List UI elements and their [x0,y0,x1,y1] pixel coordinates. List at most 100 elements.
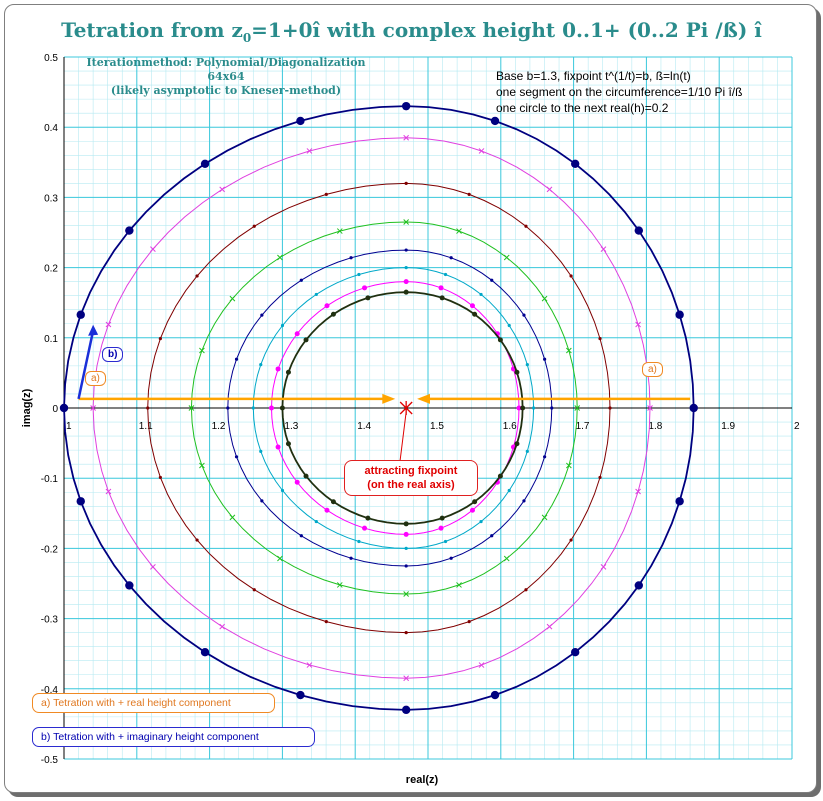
series-4-point [490,534,494,538]
series-2-point [569,274,573,278]
series-0-point [689,403,698,413]
series-7-point [403,289,409,295]
series-6-point [403,531,409,537]
series-5-point [525,363,529,367]
series-1-point [403,675,410,682]
series-6-point [275,444,281,450]
series-1-point [150,246,156,252]
series-5-point [443,539,448,544]
fixpoint-line-2: (on the real axis) [367,479,455,491]
series-2-point [598,475,602,480]
info-line-1: Base b=1.3, fixpoint t^(1/t)=b, ß=ln(t) [496,69,691,83]
series-6-point [438,525,444,531]
series-7-point [520,405,526,411]
series-5-point [479,519,483,524]
series-5-point [357,272,361,277]
series-5-point [357,539,361,544]
series-2-point [569,538,573,542]
y-tick-label: -0.2 [41,544,59,555]
series-4-point [522,499,526,503]
series-4-point [404,564,408,568]
series-6-point [469,303,475,309]
series-6-point [469,507,475,513]
series-4-point [260,313,264,317]
series-7-point [514,441,520,447]
series-5-point [259,363,263,367]
series-6-point [294,479,300,485]
arrow-a-right-head [417,393,430,404]
series-6-point [362,525,368,531]
series-3-point [456,582,462,588]
series-0-point [675,310,684,319]
series-6-point [403,279,409,285]
series-7-point [514,369,520,375]
series-4-point [226,406,230,410]
series-1-point [546,623,553,630]
y-tick-label: -0.3 [41,615,59,626]
series-3-point [199,462,205,469]
x-tick-label: 1.8 [648,421,662,432]
fixpoint-callout: attracting fixpoint (on the real axis) [344,460,478,496]
info-note: Base b=1.3, fixpoint t^(1/t)=b, ß=ln(t) … [496,68,742,116]
x-tick-label: 1 [66,421,72,432]
y-tick-label: 0.1 [44,334,58,345]
series-6-point [275,366,281,372]
series-3-point [574,405,581,411]
series-4-point [449,256,453,260]
series-7-point [330,311,336,317]
series-3-point [456,228,462,234]
info-line-3: one circle to the next real(h)=0.2 [496,101,669,115]
series-1-point [219,186,226,193]
x-tick-label: 1.6 [503,421,517,432]
series-4-point [234,455,239,459]
series-1-point [306,148,313,154]
y-tick-label: 0.4 [44,123,58,134]
x-tick-label: 1.4 [357,421,371,432]
series-5-point [280,488,285,493]
series-5-point [525,449,529,453]
series-5-point [479,292,483,297]
series-0-point [490,116,500,126]
series-2-point [158,336,162,341]
label-b-callout: b) [102,347,124,362]
series-5-point [404,546,408,551]
series-7-point [497,337,503,343]
y-tick-label: 0.3 [44,193,58,204]
series-4-point [299,534,303,538]
series-7-point [439,515,445,521]
label-a-callout-right: a) [642,362,663,377]
series-1-point [635,488,641,495]
series-1-point [478,662,485,668]
series-5-point [280,323,285,328]
method-line-1: Iterationmethod: Polynomial/Diagonalizat… [86,56,366,83]
series-3-point [336,228,343,234]
series-2-point [158,475,162,480]
series-4-point [299,278,303,282]
series-3-point [336,582,343,588]
x-tick-label: 1.1 [139,421,153,432]
series-2-point [195,538,199,542]
series-7-point [472,499,478,505]
series-7-point [365,515,371,521]
series-3-point [188,405,195,411]
fixpoint-line-1: attracting fixpoint [364,465,458,477]
x-axis-title: real(z) [406,774,439,786]
series-7-point [497,473,503,479]
x-tick-label: 1.7 [576,421,590,432]
series-0-point [200,648,210,657]
series-0-point [76,497,85,506]
chart-title: Tetration from z0=1+0î with complex heig… [61,18,762,45]
x-tick-label: 1.2 [212,421,226,432]
series-3-point [277,254,283,261]
series-1-point [105,488,112,495]
series-6-point [516,405,522,411]
series-4-point [522,313,526,317]
method-line-2: (likely asymptotic to Kneser-method) [110,84,342,97]
series-2-point [598,336,602,341]
series-7-point [303,337,309,343]
x-tick-label: 1.9 [721,421,735,432]
y-tick-label: -0.1 [41,474,59,485]
y-tick-label: -0.5 [41,755,59,766]
series-2-point [404,181,408,185]
series-0-point [634,581,644,590]
